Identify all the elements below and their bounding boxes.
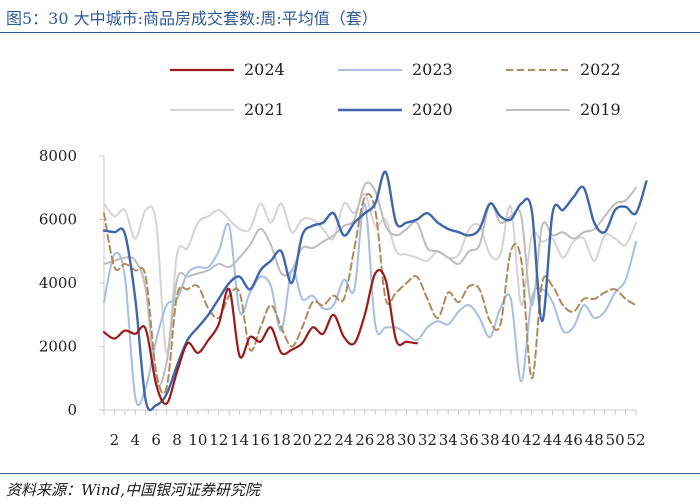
x-tick-label: 8	[172, 431, 182, 449]
series-line-2022	[103, 193, 637, 395]
series-line-2019	[103, 181, 637, 387]
x-axis: 2 4 6 8 10 12 14 16 18 20 22 24 26 28 30 32 34 36 38 40 42 44…	[103, 409, 646, 449]
y-tick-label: 6000	[39, 211, 77, 229]
x-tick-label: 52	[626, 431, 645, 449]
x-tick-label: 26	[355, 431, 374, 449]
x-tick-label: 28	[376, 431, 395, 449]
legend-label-2020: 2020	[412, 100, 453, 119]
legend-label-2022: 2022	[580, 60, 621, 79]
x-tick-label: 50	[606, 431, 625, 449]
x-tick-label: 16	[251, 431, 270, 449]
series-line-2023	[103, 202, 637, 406]
x-tick-label: 2	[110, 431, 120, 449]
legend-label-2023: 2023	[412, 60, 453, 79]
x-tick-label: 24	[334, 431, 353, 449]
y-tick-label: 4000	[39, 274, 77, 292]
series-line-2021	[103, 193, 637, 354]
page-title: 图5：30 大中城市:商品房成交套数:周:平均值（套）	[6, 9, 378, 28]
x-tick-label: 36	[460, 431, 479, 449]
x-tick-label: 14	[230, 431, 249, 449]
x-tick-label: 4	[131, 431, 141, 449]
x-tick-label: 18	[272, 431, 291, 449]
x-tick-label: 22	[314, 431, 333, 449]
legend-label-2024: 2024	[244, 60, 285, 79]
chart-legend: 2024 2023 2022 2021 2020 2019	[170, 60, 621, 119]
x-tick-label: 40	[501, 431, 520, 449]
y-tick-label: 0	[67, 401, 77, 419]
series-line-2024	[102, 268, 418, 406]
title-rule	[0, 32, 700, 33]
legend-label-2021: 2021	[244, 100, 285, 119]
x-tick-label: 34	[439, 431, 458, 449]
x-tick-label: 20	[293, 431, 312, 449]
x-tick-label: 44	[543, 431, 562, 449]
series-line-2020	[102, 170, 648, 412]
series-layer	[102, 170, 648, 412]
x-tick-label: 42	[522, 431, 541, 449]
x-tick-label: 12	[209, 431, 228, 449]
x-tick-label: 10	[188, 431, 207, 449]
x-tick-label: 32	[418, 431, 437, 449]
y-axis: 0 2000 4000 6000 8000	[39, 147, 105, 419]
x-tick-label: 46	[564, 431, 583, 449]
x-tick-label: 38	[480, 431, 499, 449]
x-tick-label: 6	[151, 431, 161, 449]
y-tick-label: 2000	[39, 338, 77, 356]
y-tick-label: 8000	[39, 147, 77, 165]
source-note: 资料来源：Wind,中国银河证券研究院	[6, 481, 260, 499]
x-tick-label: 48	[585, 431, 604, 449]
x-tick-label: 30	[397, 431, 416, 449]
legend-label-2019: 2019	[580, 100, 621, 119]
footer-rule	[0, 473, 700, 474]
